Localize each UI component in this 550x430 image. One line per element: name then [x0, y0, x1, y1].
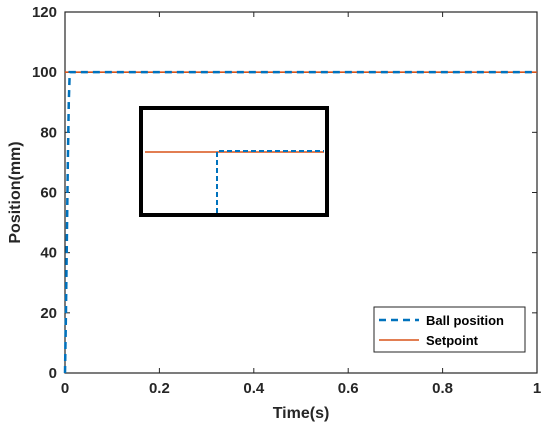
legend-box: [373, 306, 526, 353]
y-axis-ticks: 0 20 40 60 80 100 120: [32, 4, 537, 382]
zoom-inset: [139, 106, 329, 217]
legend: Ball position Setpoint: [373, 306, 526, 353]
y-tick-label: 60: [40, 185, 57, 202]
y-tick-label: 80: [40, 124, 57, 141]
x-axis-ticks: 0 0.2 0.4 0.6 0.8 1: [61, 12, 541, 397]
x-axis-label: Time(s): [273, 405, 330, 422]
legend-label: Setpoint: [426, 333, 479, 348]
series-layer: [63, 70, 537, 374]
inset-frame: [139, 106, 329, 217]
x-tick-label: 0.2: [149, 380, 170, 397]
y-tick-label: 0: [49, 365, 57, 382]
y-axis-label: Position(mm): [7, 141, 24, 243]
y-tick-label: 20: [40, 305, 57, 322]
x-tick-label: 0.4: [243, 380, 265, 397]
x-tick-label: 0.6: [338, 380, 359, 397]
y-tick-label: 40: [40, 245, 57, 262]
x-tick-label: 0.8: [432, 380, 453, 397]
x-tick-label: 1: [533, 380, 541, 397]
inset-ball-line: [216, 150, 324, 213]
legend-label: Ball position: [426, 313, 504, 328]
ball-position-line: [63, 70, 537, 374]
x-tick-label: 0: [61, 380, 69, 397]
y-tick-label: 100: [32, 64, 57, 81]
y-tick-label: 120: [32, 4, 57, 21]
